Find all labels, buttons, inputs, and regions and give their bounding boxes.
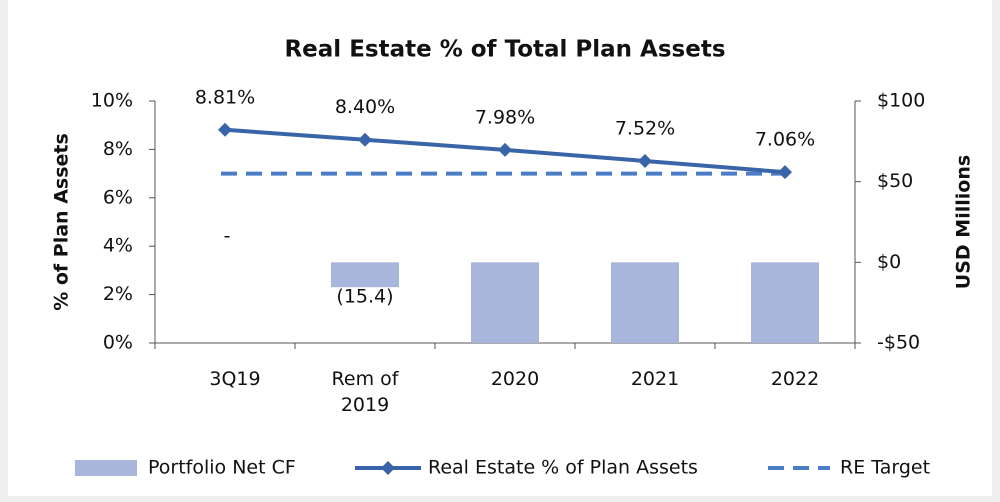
line-value-label: 8.81% [195,86,255,108]
legend-label: Real Estate % of Plan Assets [428,457,698,479]
y-tick-label: 2% [103,283,133,305]
y2-axis-title: USD Millions [953,155,975,289]
line-value-label: 7.52% [615,118,675,140]
line-value-label: 7.98% [475,106,535,128]
y2-tick-label: $0 [877,251,901,273]
legend-marker [381,461,395,475]
y2-tick-label: $50 [877,170,913,192]
line-marker [778,165,792,180]
y2-tick-label: $100 [877,90,925,112]
x-tick-label: 2022 [770,368,820,390]
legend-label: RE Target [840,457,930,479]
line-marker [638,154,652,169]
line-value-label: 7.06% [755,129,815,151]
x-tick-label: 2021 [630,368,680,390]
y-tick-label: 8% [103,138,133,160]
line-marker [358,132,372,147]
y-axis-title: % of Plan Assets [51,133,73,311]
y-tick-label: 6% [103,186,133,208]
y-tick-label: 4% [103,235,133,257]
bar [611,262,679,343]
y-tick-label: 0% [103,332,133,354]
x-tick-label: 3Q19 [209,368,261,390]
legend-swatch [75,460,137,476]
legend-label: Portfolio Net CF [148,457,296,479]
line-marker [498,142,512,157]
bar-value-label: (15.4) [336,286,393,308]
x-tick-label: Rem of 2019 [331,368,399,416]
chart-title: Real Estate % of Total Plan Assets [284,37,725,63]
bar [471,262,539,343]
line-value-label: 8.40% [335,96,395,118]
line-marker [218,122,232,137]
bar-value-label: - [224,225,231,247]
y2-tick-label: -$50 [877,332,920,354]
bar [751,262,819,343]
x-tick-label: 2020 [490,368,540,390]
bar [331,262,399,288]
panel-background [8,0,992,496]
y-tick-label: 10% [91,90,133,112]
